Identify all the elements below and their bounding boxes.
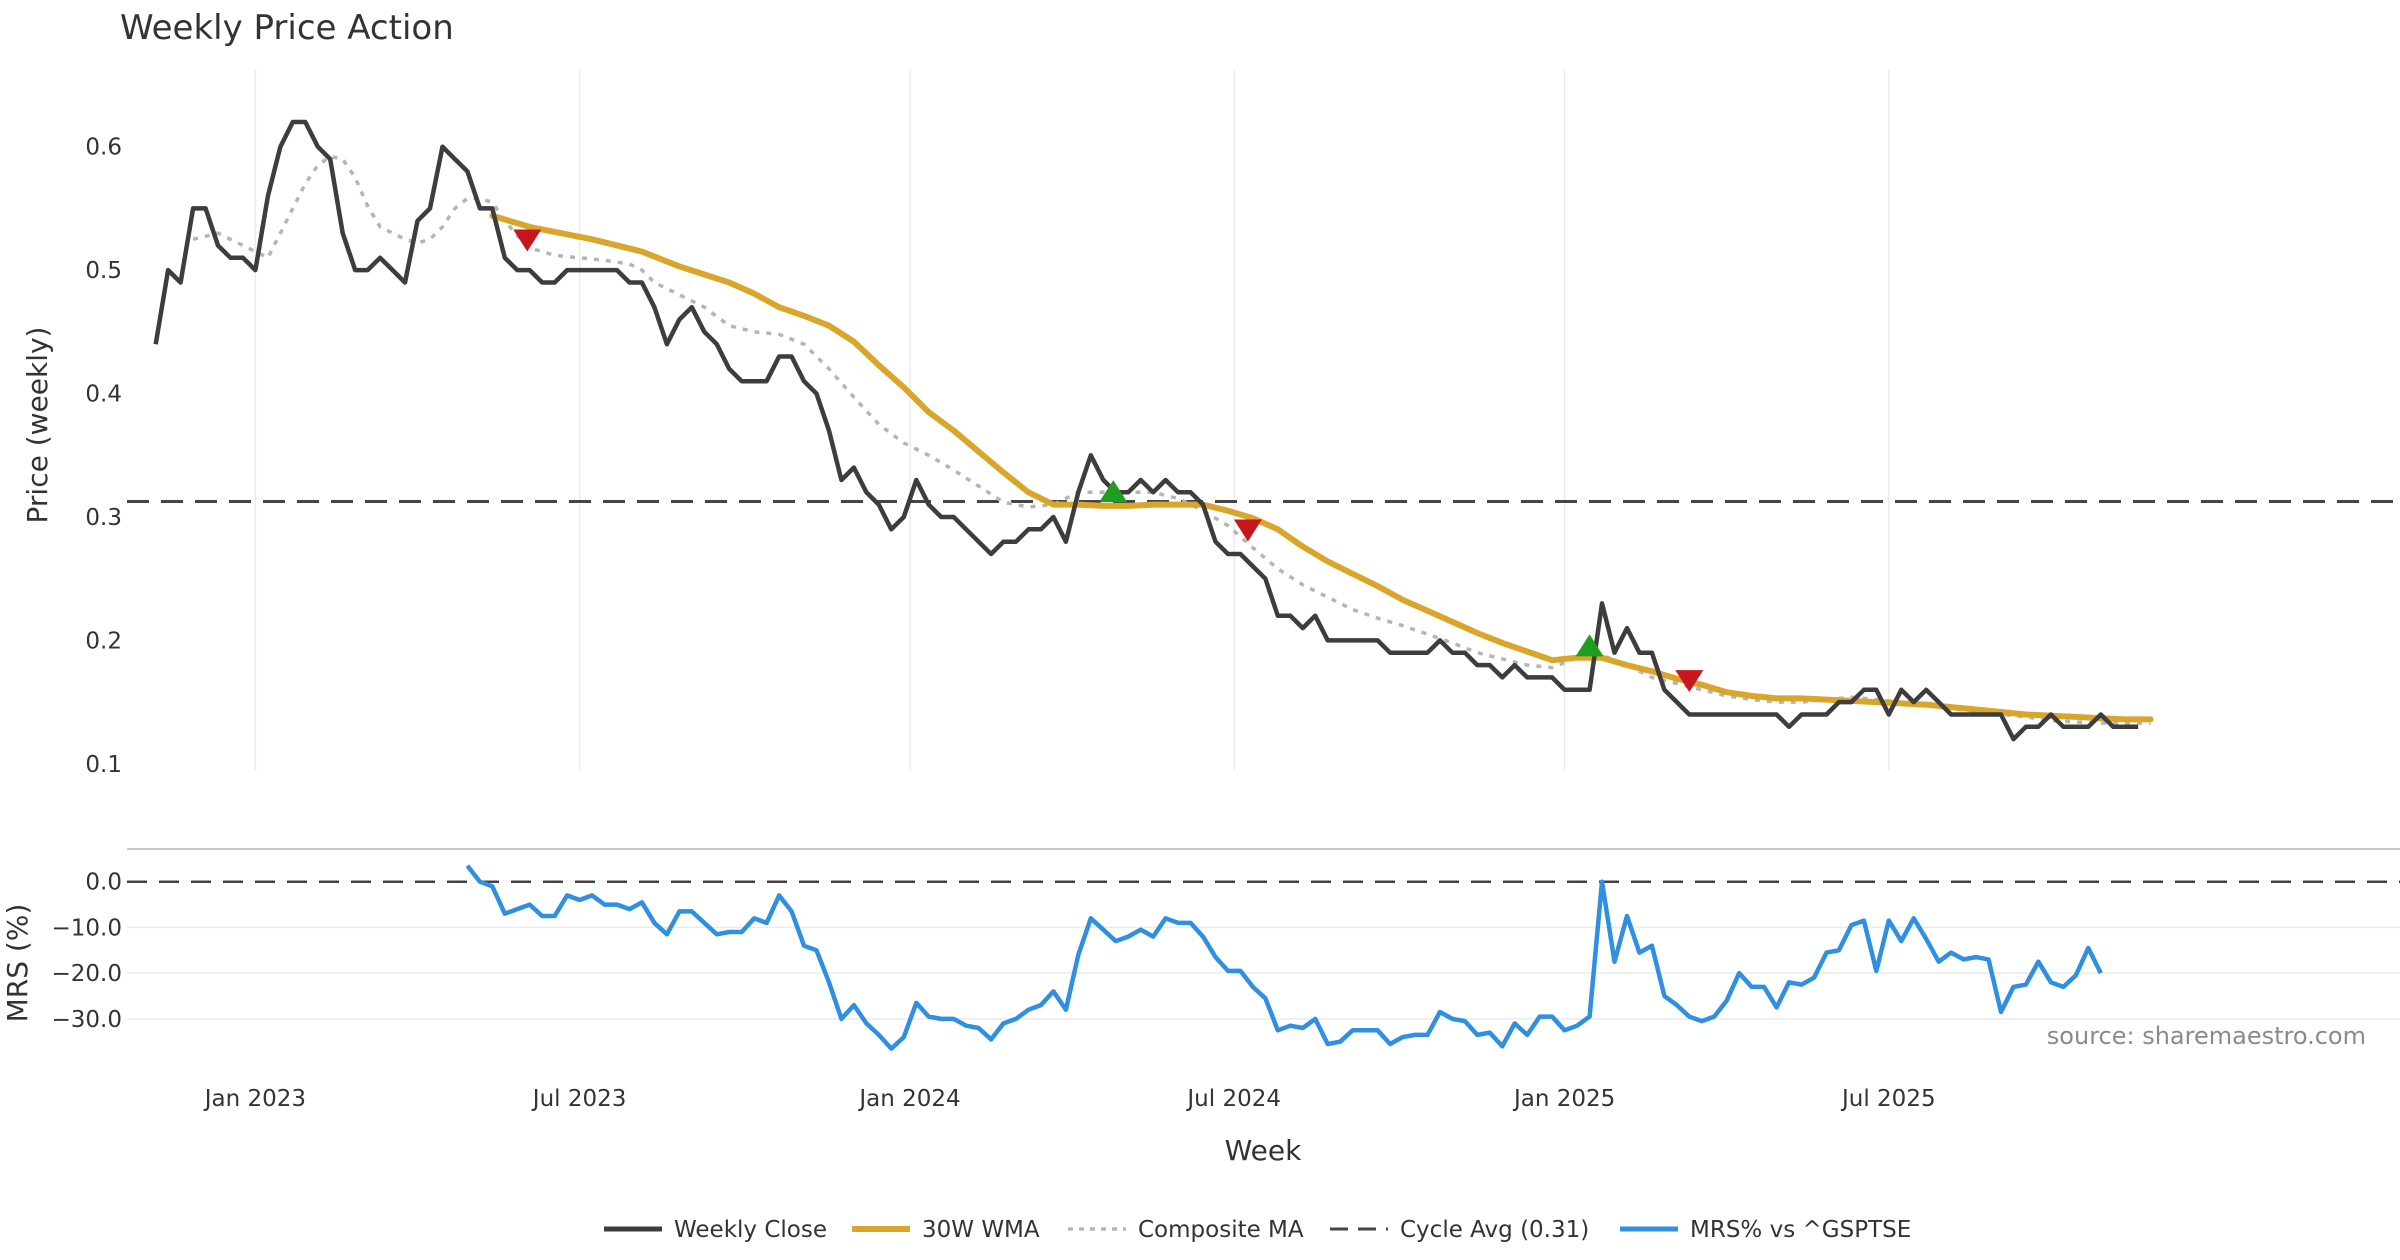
legend-label-wma: 30W WMA	[922, 1217, 1040, 1243]
mrs-y-ticks: 0.0 −10.0 −20.0 −30.0	[52, 870, 122, 1033]
legend-label-cycle: Cycle Avg (0.31)	[1400, 1217, 1589, 1243]
mrs-y-axis-label: MRS (%)	[1, 904, 34, 1023]
legend-label-close: Weekly Close	[674, 1217, 827, 1243]
mrs-y-tick-label: −10.0	[52, 915, 122, 941]
buy-signal-marker	[1099, 480, 1128, 503]
x-tick-label: Jul 2025	[1840, 1086, 1936, 1112]
mrs-y-tick-label: 0.0	[85, 870, 122, 896]
sell-signal-marker	[1233, 519, 1262, 542]
source-note: source: sharemaestro.com	[2047, 1022, 2366, 1050]
wma-30w-line	[489, 212, 2154, 723]
signal-markers	[513, 229, 1704, 693]
legend-label-mrs: MRS% vs ^GSPTSE	[1690, 1217, 1911, 1243]
buy-signal-marker	[1575, 634, 1604, 657]
x-axis-label: Week	[1225, 1134, 1302, 1167]
price-y-tick-label: 0.5	[85, 258, 122, 284]
x-tick-label: Jul 2023	[531, 1086, 627, 1112]
mrs-y-tick-label: −20.0	[52, 961, 122, 987]
legend-label-composite: Composite MA	[1138, 1217, 1304, 1243]
x-tick-label: Jan 2025	[1512, 1086, 1615, 1112]
x-tick-label: Jan 2023	[203, 1086, 306, 1112]
legend: Weekly Close 30W WMA Composite MA Cycle Avg…	[604, 1217, 1911, 1243]
mrs-y-tick-label: −30.0	[52, 1007, 122, 1033]
price-grid	[254, 70, 1890, 770]
mrs-line	[465, 864, 2103, 1051]
composite-ma-line	[192, 154, 2151, 725]
price-y-axis-label: Price (weekly)	[21, 327, 54, 524]
price-y-tick-label: 0.6	[85, 135, 122, 161]
sell-signal-marker	[513, 229, 542, 252]
price-y-tick-label: 0.2	[85, 628, 122, 654]
x-tick-label: Jan 2024	[857, 1086, 960, 1112]
sell-signal-marker	[1675, 670, 1704, 693]
mrs-grid	[127, 926, 2400, 1020]
price-y-tick-label: 0.4	[85, 382, 122, 408]
chart-title: Weekly Price Action	[120, 8, 454, 48]
price-y-tick-label: 0.3	[85, 505, 122, 531]
price-y-tick-label: 0.1	[85, 752, 122, 778]
price-y-ticks: 0.6 0.5 0.4 0.3 0.2 0.1	[85, 135, 122, 778]
x-tick-label: Jul 2024	[1185, 1086, 1281, 1112]
x-axis-ticks: Jan 2023 Jul 2023 Jan 2024 Jul 2024 Jan 2025…	[203, 1086, 1936, 1112]
weekly-close-line	[153, 119, 2139, 742]
